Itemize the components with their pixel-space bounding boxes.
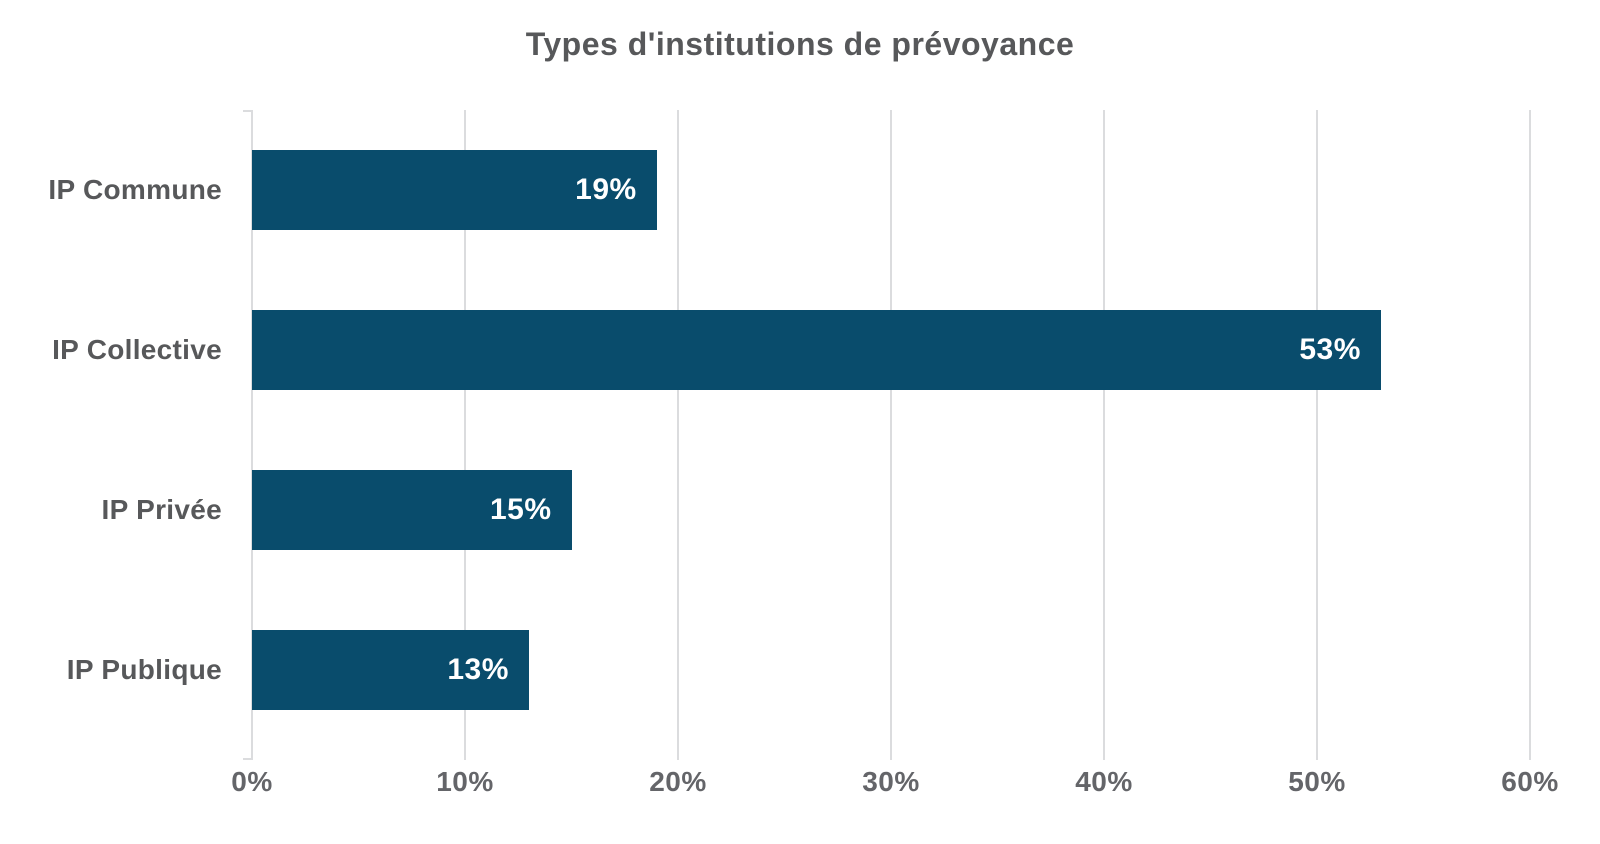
category-label: IP Commune [48,174,222,205]
gridline [890,110,892,760]
x-tick-label: 10% [436,766,494,797]
bar-row: 15% [252,430,1530,590]
x-tick-label: 0% [231,766,273,797]
x-axis-tick-labels: 0% 10% 20% 30% 40% 50% 60% [231,766,1558,810]
gridline [251,110,253,760]
category-label: IP Publique [66,654,222,685]
x-tick-label: 60% [1501,766,1559,797]
x-tick-label: 30% [862,766,920,797]
axis-domain-stub [243,110,252,112]
gridline [1529,110,1531,760]
bar-ip-collective: 53% [252,310,1381,390]
x-tick-label: 40% [1075,766,1133,797]
gridline [677,110,679,760]
x-tick-label: 50% [1288,766,1346,797]
y-axis-category-labels: IP Commune IP Collective IP Privée IP Publi… [0,110,222,750]
bar-row: 13% [252,590,1530,750]
bar-ip-publique: 13% [252,630,529,710]
bar-row: 53% [252,270,1530,430]
bar-ip-commune: 19% [252,150,657,230]
axis-domain-stub [243,758,252,760]
gridline [1103,110,1105,760]
category-label: IP Privée [101,494,222,525]
chart-title: Types d'institutions de prévoyance [525,26,1075,62]
gridline [1316,110,1318,760]
bar-value-label: 13% [447,653,509,686]
bar-value-label: 19% [575,173,637,206]
bar-ip-privée: 15% [252,470,572,550]
category-label: IP Collective [52,334,222,365]
gridline [464,110,466,760]
bar-value-label: 53% [1299,333,1361,366]
bar-row: 19% [252,110,1530,270]
plot-area: 19% 53% 15% 13% [243,110,1531,760]
x-tick-label: 20% [649,766,707,797]
bar-value-label: 15% [489,493,552,526]
